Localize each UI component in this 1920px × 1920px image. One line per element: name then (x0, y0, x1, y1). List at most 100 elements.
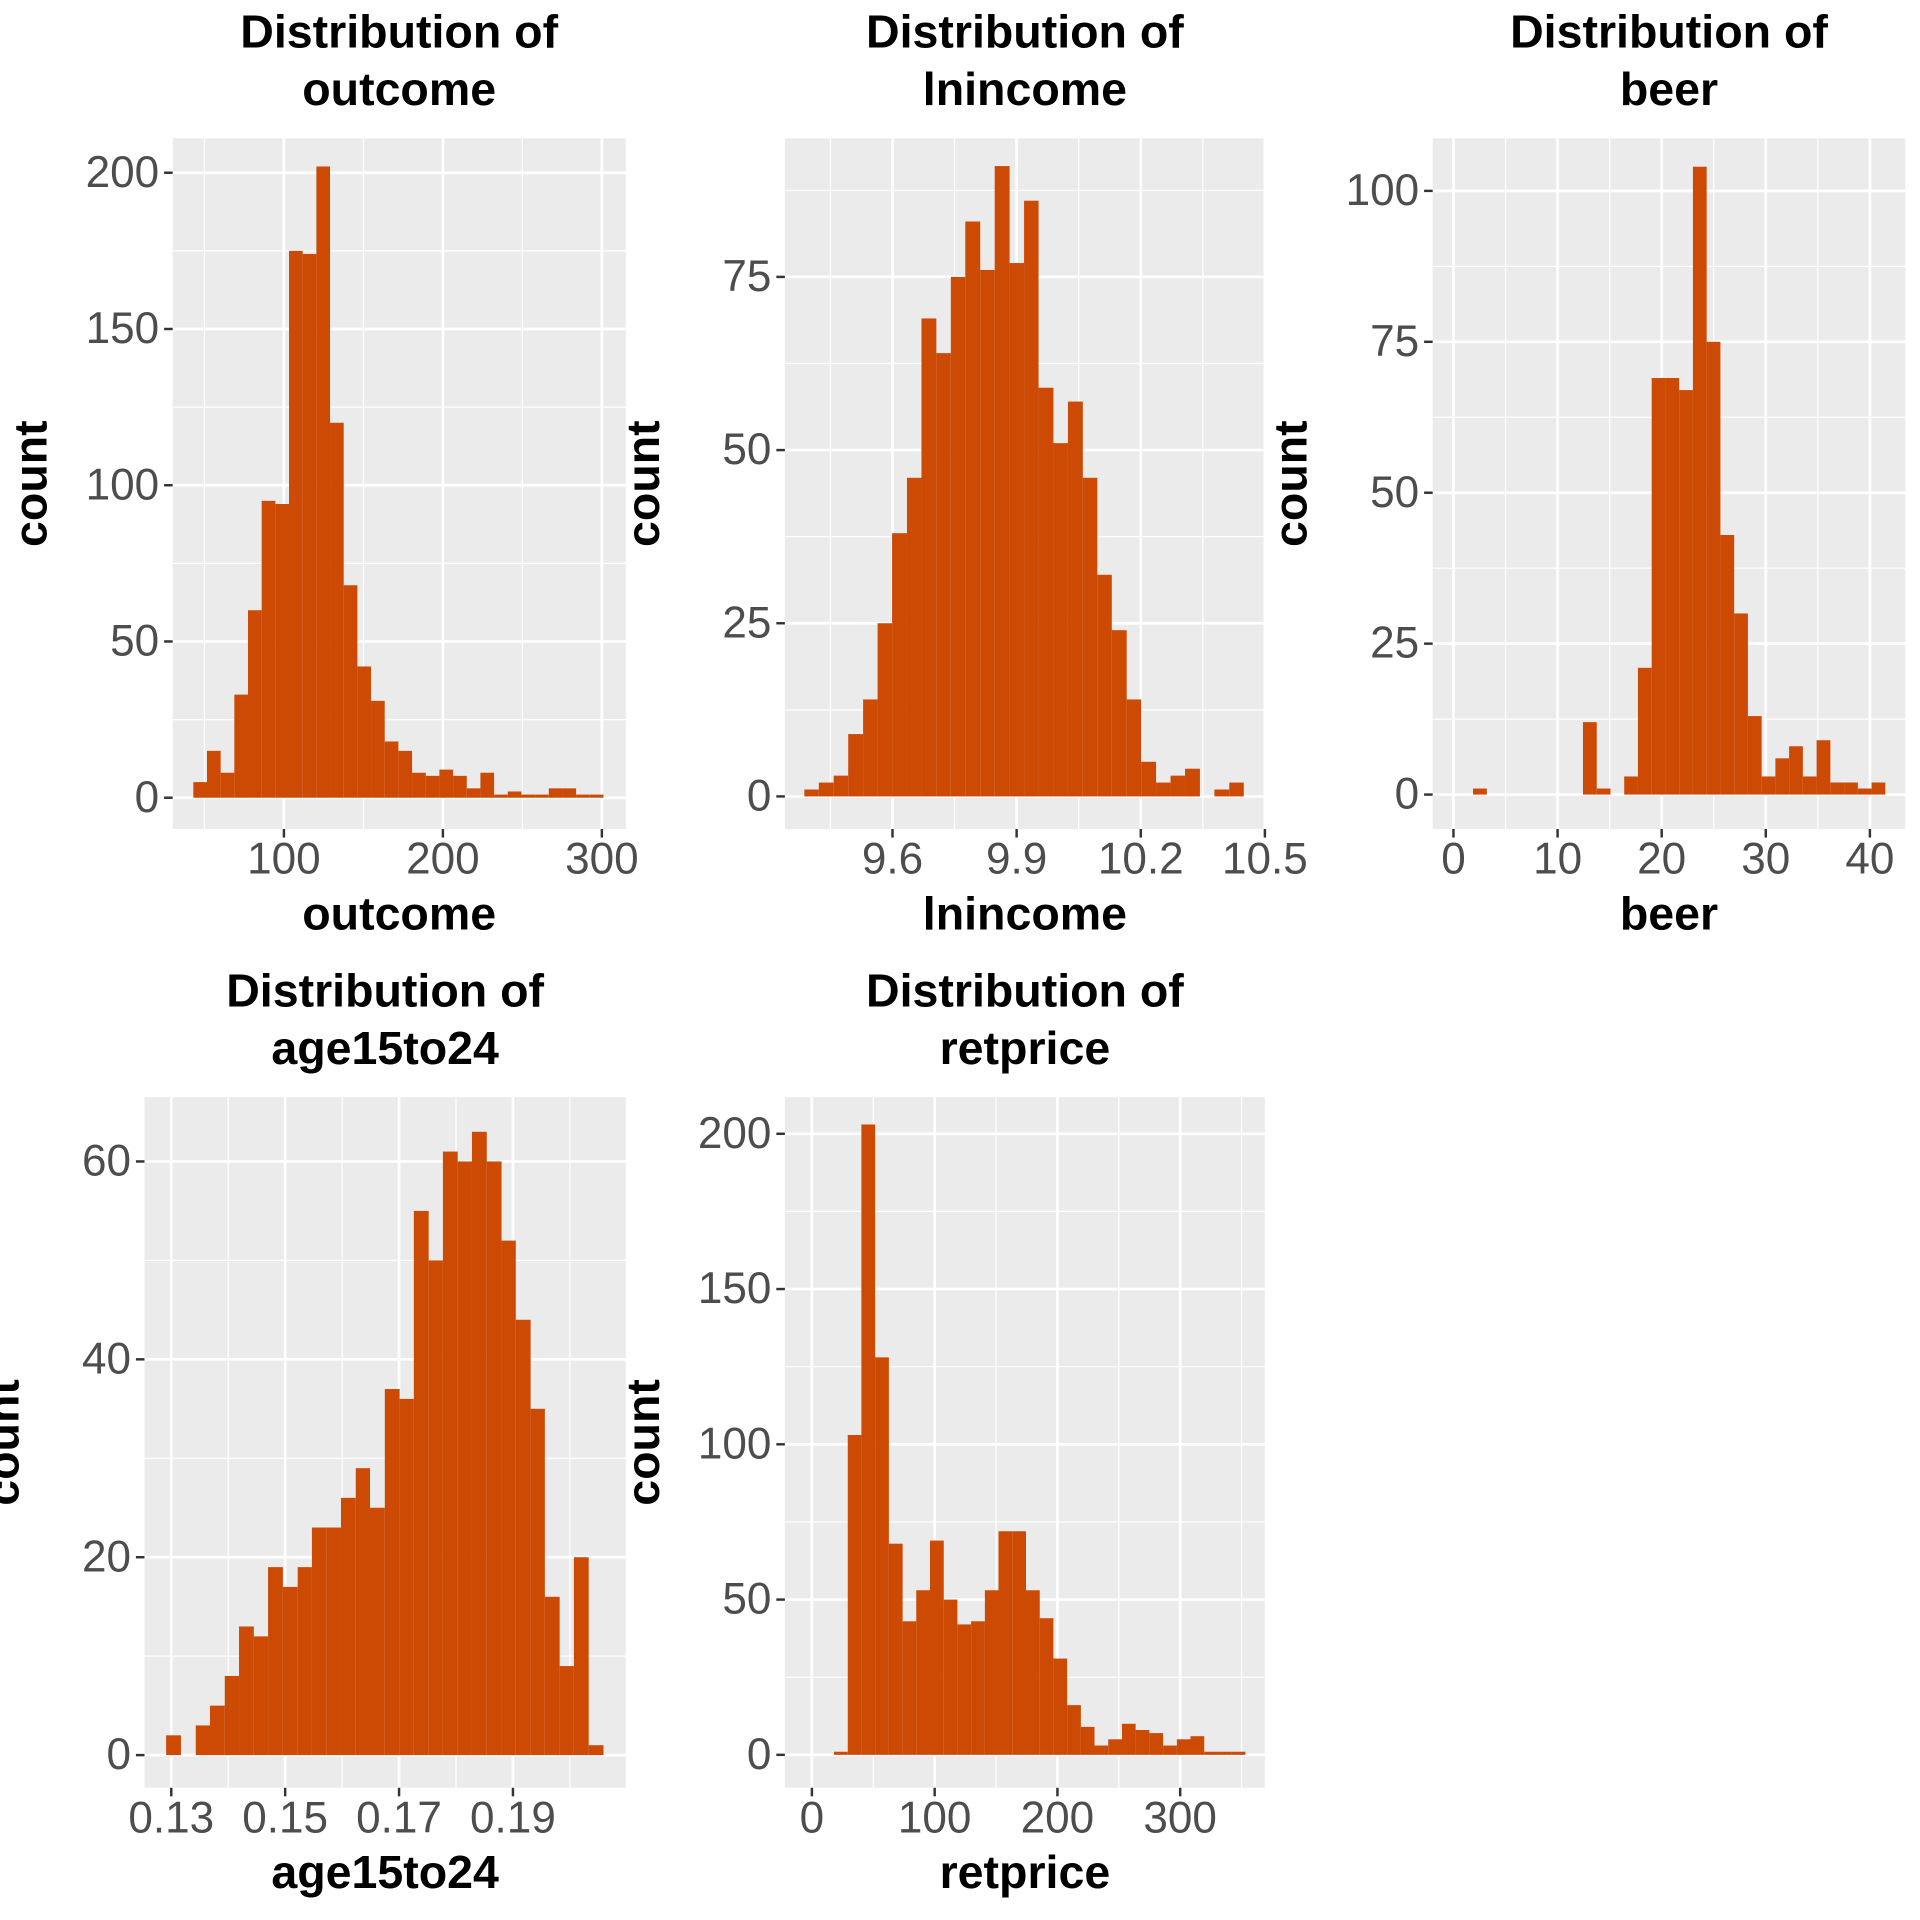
x-axis-label: beer (1620, 887, 1718, 939)
x-tick-label: 9.9 (986, 835, 1047, 884)
bar (486, 1161, 502, 1756)
bar (588, 1745, 604, 1756)
bar (515, 1319, 531, 1756)
bar (877, 623, 893, 797)
y-tick-label: 20 (82, 1532, 131, 1581)
bar (984, 1590, 999, 1755)
bar (340, 1497, 356, 1756)
bar (261, 500, 276, 798)
bar (573, 1557, 589, 1756)
bar (297, 1567, 312, 1756)
y-tick-label: 50 (722, 1575, 771, 1624)
bar (1871, 782, 1886, 795)
y-axis-label: count (617, 1379, 669, 1506)
bar (994, 166, 1010, 797)
bar (1761, 776, 1776, 795)
bar (1857, 788, 1872, 795)
bar (289, 250, 303, 798)
y-tick-label: 50 (722, 425, 771, 474)
x-tick-label: 100 (247, 835, 321, 884)
bar (193, 782, 207, 798)
x-tick-label: 0 (1441, 835, 1466, 884)
x-tick-label: 40 (1845, 835, 1894, 884)
bar (847, 1434, 862, 1755)
title-line: outcome (302, 63, 496, 115)
bar (326, 1527, 341, 1756)
x-tick-label: 100 (898, 1793, 972, 1842)
bar (268, 1567, 283, 1756)
bar (559, 1666, 574, 1756)
bar (1156, 782, 1171, 797)
bar (239, 1626, 254, 1756)
bar (507, 791, 522, 798)
x-tick-label: 300 (565, 835, 639, 884)
chart-title: Distribution of outcome (240, 6, 558, 116)
panel: 0 25 50 75 100 0 10 20 30 40 beer count Distribution… (1265, 6, 1906, 939)
bar (1039, 1618, 1054, 1755)
bar (206, 750, 221, 798)
bar (1170, 775, 1186, 797)
bar (248, 610, 262, 798)
bar (1053, 443, 1068, 797)
bar (906, 477, 922, 797)
bar (1706, 341, 1721, 795)
y-tick-label: 75 (1370, 317, 1419, 366)
bar (371, 700, 385, 798)
y-tick-label: 200 (86, 148, 160, 197)
x-tick-label: 9.6 (862, 835, 923, 884)
x-tick-label: 200 (406, 835, 480, 884)
title-line: Distribution of (866, 965, 1184, 1017)
chart-title: Distribution of lnincome (866, 6, 1184, 116)
bar (1775, 758, 1790, 795)
bar (1651, 378, 1666, 795)
y-axis-label: count (0, 1379, 28, 1506)
bar (220, 772, 235, 798)
x-tick-label: 300 (1143, 1793, 1217, 1842)
title-line: age15to24 (271, 1022, 499, 1074)
bar (399, 1398, 414, 1756)
y-tick-label: 0 (135, 773, 160, 822)
bar (480, 772, 495, 798)
bar (1149, 1733, 1164, 1755)
bar (1624, 776, 1638, 795)
bar (1665, 378, 1680, 795)
bar (1176, 1739, 1191, 1755)
bar (1122, 1723, 1136, 1755)
x-axis-label: outcome (302, 887, 496, 939)
bar (1135, 1729, 1150, 1755)
y-tick-label: 50 (1370, 468, 1419, 517)
bar (1204, 1751, 1219, 1755)
bar (1214, 789, 1230, 797)
bar (892, 533, 907, 797)
bar (501, 1240, 516, 1756)
bar (971, 1621, 985, 1755)
bar (355, 1468, 371, 1756)
bar (398, 750, 413, 798)
bar (1038, 387, 1054, 797)
x-tick-label: 30 (1741, 835, 1790, 884)
bar (357, 666, 372, 798)
x-axis-label: retprice (940, 1846, 1111, 1898)
bar (544, 1596, 560, 1756)
bar (902, 1621, 917, 1755)
chart-title: Distribution of age15to24 (226, 965, 544, 1075)
bar (1026, 1590, 1040, 1755)
bar (1229, 782, 1244, 797)
bar (535, 794, 549, 798)
y-tick-label: 0 (747, 1730, 772, 1779)
bar (1679, 390, 1693, 795)
y-tick-label: 75 (722, 252, 771, 301)
bar (412, 772, 426, 798)
bar (921, 318, 937, 797)
bar (1012, 1531, 1027, 1755)
y-tick-label: 0 (1395, 770, 1420, 819)
bar (1024, 200, 1039, 797)
title-line: Distribution of (240, 6, 558, 58)
bar (234, 694, 249, 798)
bar (1830, 782, 1845, 795)
x-tick-label: 0.17 (356, 1793, 442, 1842)
y-tick-label: 100 (86, 460, 160, 509)
bar (589, 794, 604, 798)
y-axis-label: count (1265, 420, 1317, 547)
